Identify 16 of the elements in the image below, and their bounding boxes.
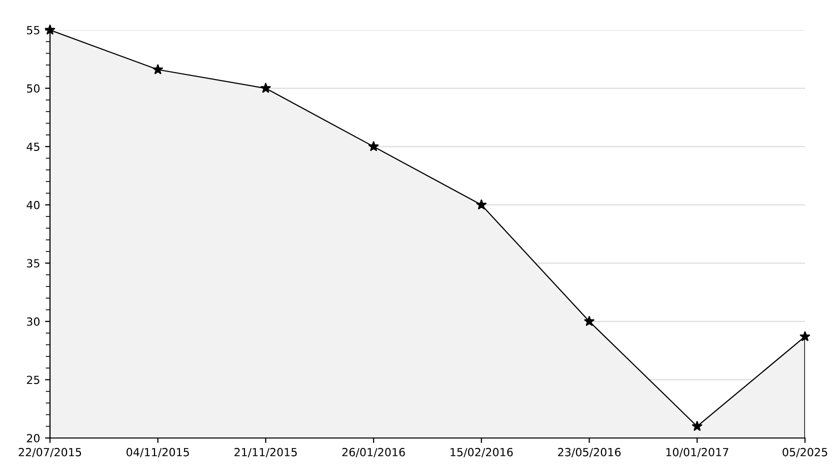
x-tick-label: 10/01/2017 <box>666 448 728 458</box>
y-tick-label: 40 <box>26 200 40 210</box>
y-tick-label: 35 <box>26 259 40 268</box>
y-tick-label: 20 <box>26 434 40 442</box>
y-tick-label: 30 <box>26 317 40 326</box>
x-tick-label: 26/01/2016 <box>342 448 405 458</box>
y-tick-label: 50 <box>26 84 40 93</box>
y-tick-label: 25 <box>26 376 40 384</box>
x-tick-label: 04/11/2015 <box>126 448 189 458</box>
x-tick-label: 22/07/2015 <box>18 448 82 458</box>
x-tick-label: 21/11/2015 <box>234 448 297 458</box>
x-tick-label: 05/2025 <box>782 448 828 458</box>
x-tick-label: 23/05/2016 <box>558 448 621 458</box>
y-tick-label: 55 <box>26 26 40 34</box>
y-tick-label: 45 <box>26 142 40 151</box>
x-tick-label: 15/02/2016 <box>450 448 513 458</box>
